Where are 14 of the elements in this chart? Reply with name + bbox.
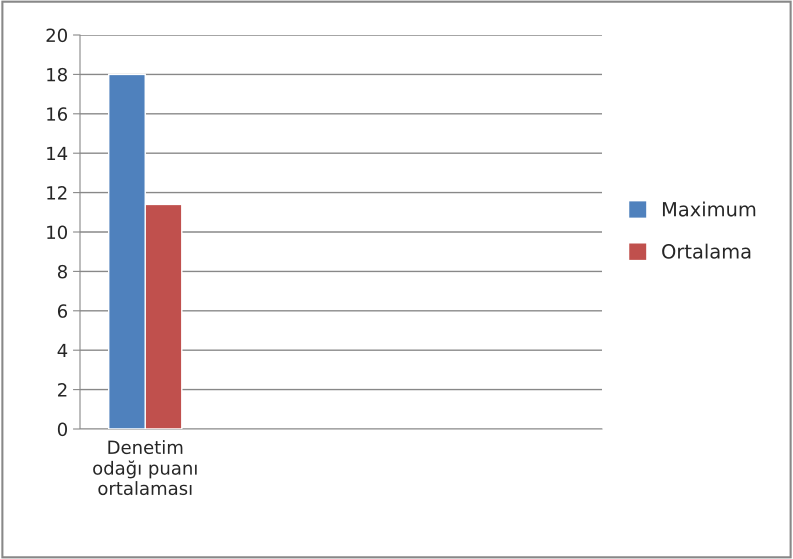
- y-tick-label: 6: [58, 304, 68, 318]
- y-tick-label: 14: [47, 146, 68, 160]
- y-tick-label: 2: [58, 383, 66, 396]
- y-tick-label: 16: [47, 107, 68, 121]
- y-tick-label: 10: [47, 225, 67, 240]
- y-tick-label: 4: [58, 344, 68, 358]
- y-tick-label: 0: [58, 422, 67, 436]
- x-tick-label: Denetim odağı puanı ortalaması: [93, 440, 197, 496]
- y-tick-label: 18: [47, 68, 67, 82]
- y-tick-label: 20: [46, 28, 67, 42]
- legend-label: Maximum: [662, 202, 756, 217]
- y-tick-label: 12: [47, 186, 66, 200]
- legend-label: Ortalama: [662, 244, 750, 259]
- y-tick-label: 8: [58, 264, 67, 279]
